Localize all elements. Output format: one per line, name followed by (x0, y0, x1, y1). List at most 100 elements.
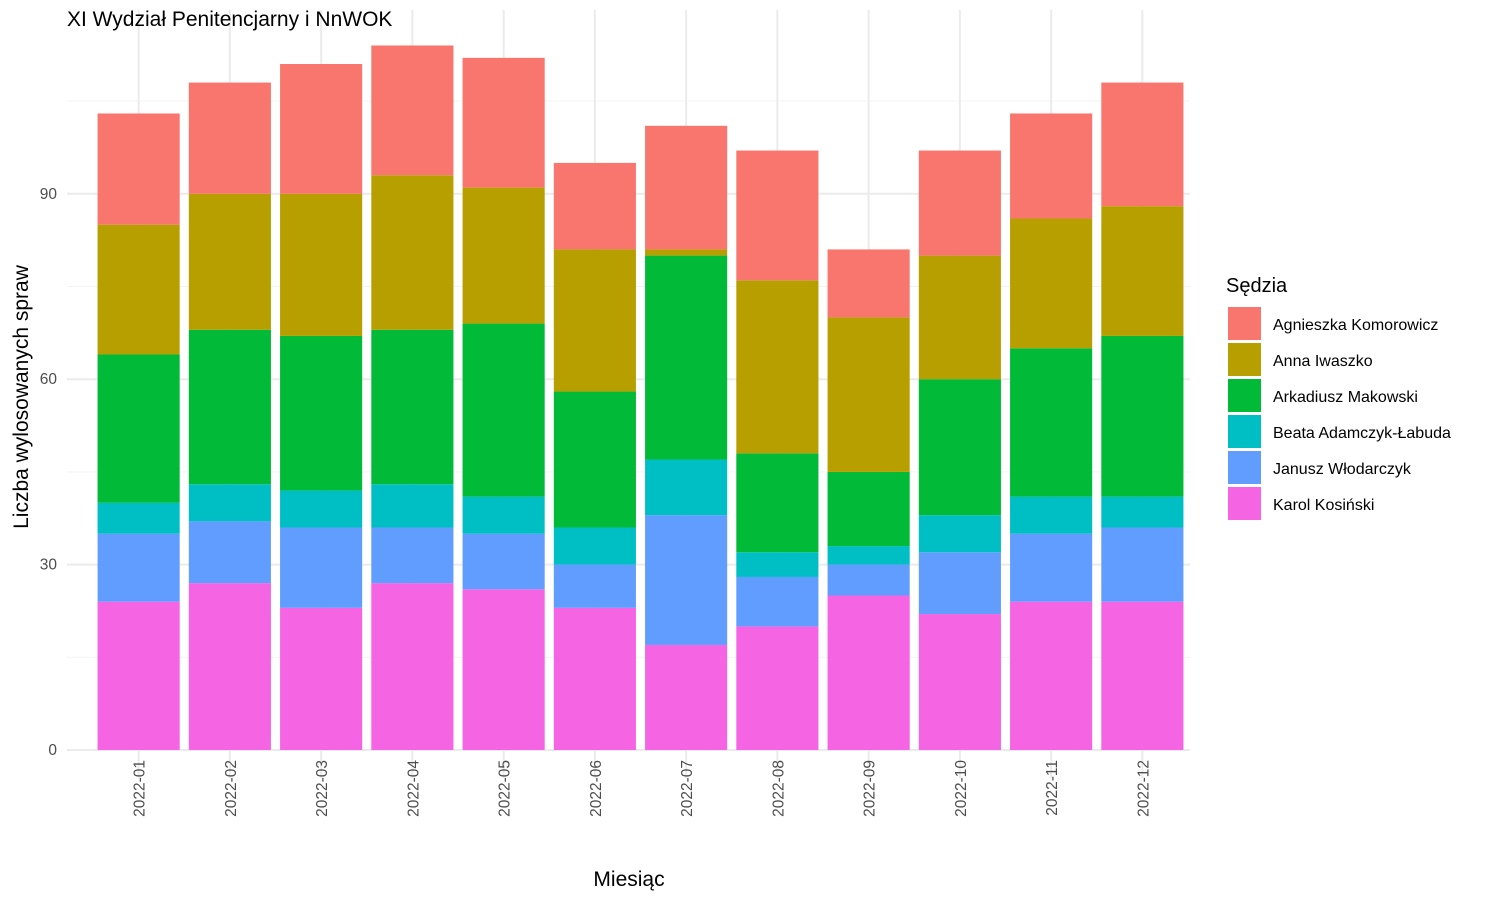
bar-segment (188, 583, 271, 750)
bar-segment (553, 391, 636, 528)
bar-segment (553, 249, 636, 392)
x-tick-label: 2022-04 (405, 760, 422, 817)
bar-segment (280, 527, 363, 608)
legend-label: Beata Adamczyk-Łabuda (1273, 425, 1451, 442)
bar-segment (188, 193, 271, 330)
bar-segment (645, 125, 728, 250)
bar-segment (645, 644, 728, 750)
bar-segment (736, 150, 819, 281)
bar-segment (371, 484, 454, 528)
bar-segment (645, 249, 728, 256)
bar-segment (645, 459, 728, 516)
bar-segment (736, 626, 819, 750)
y-tick-label: 90 (40, 186, 58, 203)
bar-segment (188, 521, 271, 584)
chart-title: XI Wydział Penitencjarny i NnWOK (67, 8, 392, 31)
bar-segment (918, 515, 1001, 553)
bar-segment (371, 329, 454, 485)
bar-segment (827, 249, 910, 318)
bar-segment (188, 484, 271, 522)
x-tick-label: 2022-11 (1044, 760, 1061, 816)
bar-segment (188, 82, 271, 194)
bar-segment (280, 335, 363, 491)
x-tick-label: 2022-01 (132, 760, 149, 817)
legend-swatch (1228, 307, 1261, 340)
bar-segment (645, 515, 728, 645)
legend-label: Karol Kosiński (1273, 497, 1374, 514)
x-tick-label: 2022-05 (497, 760, 514, 817)
bar-segment (827, 595, 910, 750)
bar-segment (371, 175, 454, 330)
bars-layer (97, 45, 1184, 750)
x-tick-label: 2022-10 (953, 760, 970, 817)
legend-title: Sędzia (1226, 275, 1288, 297)
bar-segment (462, 323, 545, 497)
x-axis-title: Miesiąc (593, 868, 664, 891)
bar-segment (827, 317, 910, 472)
bar-segment (97, 224, 180, 355)
bar-segment (827, 546, 910, 565)
bar-segment (736, 576, 819, 627)
bar-segment (645, 255, 728, 460)
y-tick-label: 0 (48, 742, 57, 759)
legend-label: Arkadiusz Makowski (1273, 389, 1418, 406)
x-tick-label: 2022-12 (1135, 760, 1152, 817)
bar-segment (97, 601, 180, 750)
bar-segment (553, 607, 636, 750)
bar-segment (736, 280, 819, 454)
bar-segment (280, 64, 363, 194)
bar-segment (97, 113, 180, 225)
bar-segment (1010, 218, 1093, 349)
bar-segment (918, 150, 1001, 256)
bar-segment (736, 552, 819, 577)
bar-segment (1010, 601, 1093, 750)
bar-segment (97, 533, 180, 602)
legend: Sędzia Agnieszka Komorowicz Anna Iwaszko A… (1226, 275, 1451, 520)
bar-segment (462, 496, 545, 534)
x-tick-label: 2022-06 (588, 760, 605, 817)
bar-segment (827, 471, 910, 547)
bar-segment (1010, 533, 1093, 602)
bar-segment (97, 502, 180, 534)
legend-swatch (1228, 379, 1261, 412)
y-tick-label: 60 (40, 371, 58, 388)
legend-swatch (1228, 415, 1261, 448)
x-tick-label: 2022-08 (770, 760, 787, 817)
bar-segment (1101, 496, 1184, 528)
x-tick-label: 2022-02 (223, 760, 240, 817)
bar-segment (827, 564, 910, 596)
bar-segment (1010, 496, 1093, 534)
legend-swatch (1228, 343, 1261, 376)
bar-segment (280, 193, 363, 336)
legend-label: Agnieszka Komorowicz (1273, 317, 1438, 334)
y-tick-label: 30 (40, 557, 58, 574)
bar-segment (1101, 335, 1184, 497)
legend-swatch (1228, 451, 1261, 484)
bar-segment (1010, 348, 1093, 497)
bar-segment (462, 589, 545, 750)
bar-segment (97, 354, 180, 503)
bar-segment (553, 564, 636, 608)
bar-segment (371, 527, 454, 584)
bar-segment (553, 162, 636, 250)
legend-swatch (1228, 487, 1261, 520)
legend-label: Anna Iwaszko (1273, 353, 1373, 370)
bar-segment (1101, 206, 1184, 336)
bar-segment (553, 527, 636, 565)
bar-segment (371, 583, 454, 750)
bar-segment (918, 255, 1001, 380)
bar-segment (1010, 113, 1093, 219)
bar-segment (918, 614, 1001, 750)
bar-segment (462, 187, 545, 324)
bar-segment (1101, 601, 1184, 750)
bar-segment (462, 533, 545, 590)
x-tick-label: 2022-07 (679, 760, 696, 817)
bar-segment (1101, 82, 1184, 207)
x-tick-label: 2022-09 (862, 760, 879, 817)
ticks-layer: 0 30 60 90 2022-01 2022-02 2022-03 2022-04 2022-… (40, 186, 1153, 817)
bar-segment (736, 453, 819, 553)
x-tick-label: 2022-03 (314, 760, 331, 817)
bar-segment (918, 552, 1001, 615)
